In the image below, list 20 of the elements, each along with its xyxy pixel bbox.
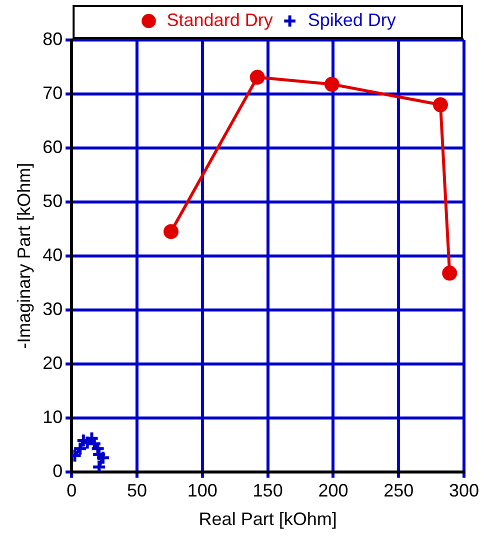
y-tick-label: 40 [42,244,63,265]
legend-label: Spiked Dry [308,10,396,30]
legend-label: Standard Dry [166,10,273,30]
x-tick-label: 150 [252,480,283,501]
y-axis-title: -Imaginary Part [kOhm] [14,162,34,349]
y-tick-label: 10 [42,406,63,427]
x-tick-label: 100 [187,480,218,501]
x-tick-label: 200 [318,480,348,501]
x-tick-label: 50 [127,480,148,501]
y-tick-label: 80 [42,28,63,49]
x-tick-label: 300 [448,480,480,501]
y-tick-label: 60 [42,136,63,157]
y-tick-label: 70 [42,82,63,103]
x-tick-label: 250 [384,480,414,501]
y-tick-label: 20 [42,352,63,373]
x-tick-label: 0 [66,480,77,501]
y-tick-label: 50 [42,190,63,211]
x-axis-title: Real Part [kOhm] [198,509,337,530]
y-tick-label: 0 [52,460,63,481]
y-tick-label: 30 [42,298,63,319]
